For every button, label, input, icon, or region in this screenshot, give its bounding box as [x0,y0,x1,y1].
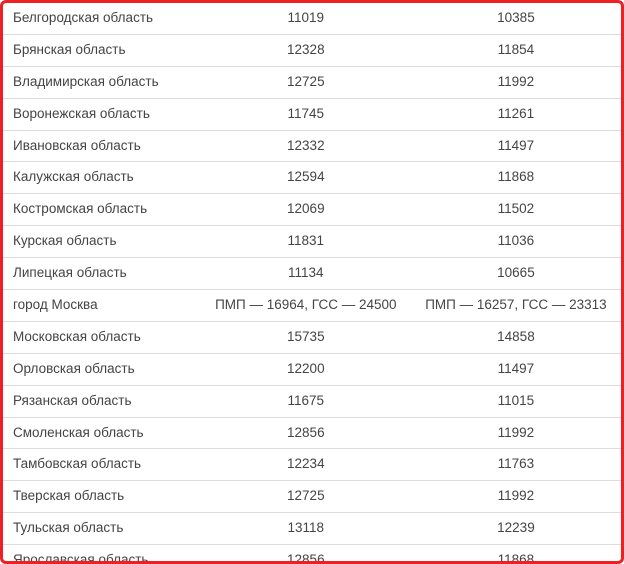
region-cell: Ивановская область [3,130,201,162]
table-row: Тамбовская область1223411763 [3,449,621,481]
region-cell: Ярославская область [3,545,201,564]
value1-cell: 12234 [201,449,411,481]
table-row: Белгородская область1101910385 [3,3,621,34]
value1-cell: 12594 [201,162,411,194]
region-cell: Калужская область [3,162,201,194]
value2-cell: 11992 [411,417,621,449]
table-row: город МоскваПМП — 16964, ГСС — 24500ПМП … [3,290,621,322]
table-row: Московская область1573514858 [3,321,621,353]
value1-cell: 11134 [201,258,411,290]
value2-cell: 12239 [411,513,621,545]
value1-cell: 13118 [201,513,411,545]
region-cell: Рязанская область [3,385,201,417]
region-cell: Московская область [3,321,201,353]
value1-cell: 12332 [201,130,411,162]
table-row: Владимирская область1272511992 [3,66,621,98]
table-row: Ярославская область1285611868 [3,545,621,564]
table-row: Костромская область1206911502 [3,194,621,226]
value2-cell: 11992 [411,66,621,98]
value2-cell: 11992 [411,481,621,513]
value2-cell: 11868 [411,545,621,564]
table-row: Тверская область1272511992 [3,481,621,513]
value2-cell: 11497 [411,353,621,385]
value2-cell: 11763 [411,449,621,481]
table-row: Рязанская область1167511015 [3,385,621,417]
table-row: Орловская область1220011497 [3,353,621,385]
value2-cell: ПМП — 16257, ГСС — 23313 [411,290,621,322]
value1-cell: 12069 [201,194,411,226]
value2-cell: 11497 [411,130,621,162]
value1-cell: 11019 [201,3,411,34]
region-cell: Воронежская область [3,98,201,130]
region-cell: Белгородская область [3,3,201,34]
region-cell: город Москва [3,290,201,322]
region-cell: Курская область [3,226,201,258]
value1-cell: 11745 [201,98,411,130]
value2-cell: 14858 [411,321,621,353]
region-cell: Липецкая область [3,258,201,290]
value1-cell: 11675 [201,385,411,417]
table-row: Ивановская область1233211497 [3,130,621,162]
region-cell: Владимирская область [3,66,201,98]
value1-cell: 12856 [201,417,411,449]
value2-cell: 11036 [411,226,621,258]
value1-cell: 12856 [201,545,411,564]
value2-cell: 11868 [411,162,621,194]
table-row: Курская область1183111036 [3,226,621,258]
value2-cell: 11502 [411,194,621,226]
region-cell: Смоленская область [3,417,201,449]
value1-cell: 12725 [201,481,411,513]
value1-cell: ПМП — 16964, ГСС — 24500 [201,290,411,322]
value1-cell: 15735 [201,321,411,353]
value2-cell: 10385 [411,3,621,34]
regions-table: Белгородская область1101910385Брянская о… [3,3,621,564]
value2-cell: 11854 [411,34,621,66]
value1-cell: 11831 [201,226,411,258]
table-row: Тульская область1311812239 [3,513,621,545]
region-cell: Брянская область [3,34,201,66]
region-cell: Костромская область [3,194,201,226]
region-cell: Орловская область [3,353,201,385]
value1-cell: 12328 [201,34,411,66]
table-row: Брянская область1232811854 [3,34,621,66]
value1-cell: 12200 [201,353,411,385]
region-cell: Тверская область [3,481,201,513]
region-cell: Тульская область [3,513,201,545]
region-cell: Тамбовская область [3,449,201,481]
table-row: Воронежская область1174511261 [3,98,621,130]
table-row: Липецкая область1113410665 [3,258,621,290]
table-body: Белгородская область1101910385Брянская о… [3,3,621,564]
value2-cell: 11015 [411,385,621,417]
value2-cell: 11261 [411,98,621,130]
table-container: Белгородская область1101910385Брянская о… [0,0,624,564]
value2-cell: 10665 [411,258,621,290]
table-row: Смоленская область1285611992 [3,417,621,449]
table-row: Калужская область1259411868 [3,162,621,194]
value1-cell: 12725 [201,66,411,98]
